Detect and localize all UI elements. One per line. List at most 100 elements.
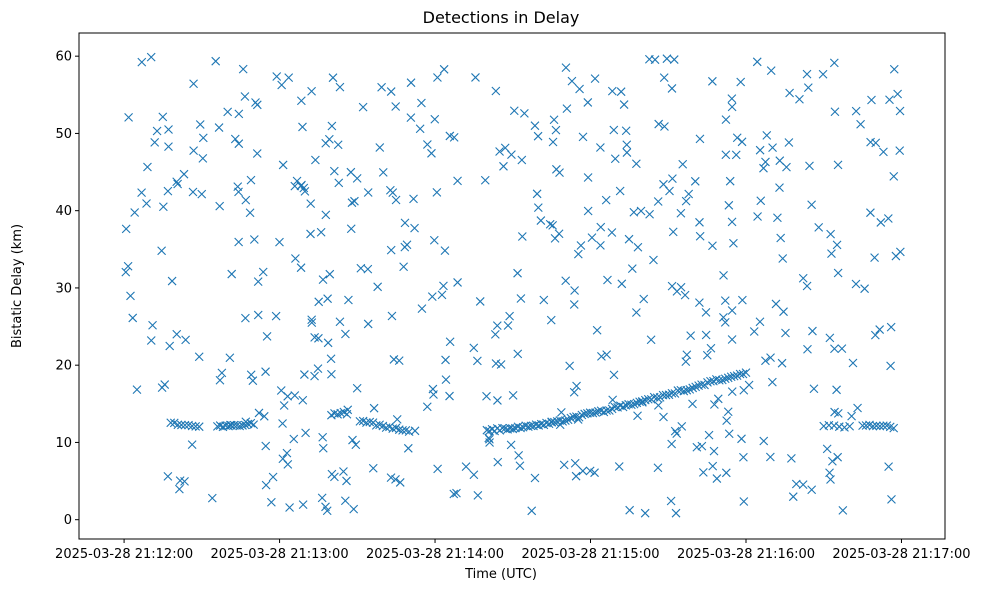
data-point	[404, 427, 414, 436]
data-point	[895, 247, 905, 257]
data-point	[499, 161, 508, 171]
data-point	[727, 217, 737, 227]
data-point	[187, 421, 197, 431]
data-point	[624, 234, 634, 244]
data-point	[560, 416, 570, 425]
data-point	[330, 472, 339, 482]
x-tick-label: 2025-03-28 21:14:00	[366, 547, 504, 562]
data-point	[685, 384, 695, 394]
data-point	[491, 86, 501, 96]
data-point	[761, 356, 770, 366]
data-point	[253, 310, 263, 320]
data-point	[575, 84, 584, 94]
data-point	[445, 391, 454, 401]
data-point	[654, 400, 663, 410]
data-point	[833, 452, 843, 462]
data-point	[830, 107, 840, 117]
data-point	[387, 311, 397, 321]
data-point	[889, 423, 899, 433]
data-point	[704, 430, 714, 440]
data-point	[261, 367, 270, 377]
data-point	[682, 385, 692, 395]
data-point	[596, 222, 606, 232]
data-point	[166, 418, 176, 428]
data-point	[175, 476, 185, 486]
data-point	[597, 352, 606, 361]
data-point	[555, 168, 564, 177]
data-point	[429, 235, 439, 245]
data-point	[157, 383, 167, 392]
data-point	[180, 420, 190, 430]
data-point	[238, 421, 247, 430]
data-point	[569, 387, 579, 397]
data-point	[530, 473, 540, 483]
data-point	[452, 488, 461, 498]
data-point	[240, 92, 250, 101]
data-point	[830, 344, 839, 354]
data-point	[607, 86, 617, 96]
data-point	[671, 508, 681, 518]
data-point	[845, 421, 855, 431]
data-point	[587, 233, 597, 243]
data-point	[727, 335, 737, 344]
data-point	[737, 295, 747, 305]
data-point	[279, 401, 289, 410]
data-point	[886, 361, 895, 371]
data-point	[781, 328, 790, 338]
data-point	[536, 216, 546, 225]
data-point	[234, 109, 244, 119]
data-point	[342, 476, 351, 486]
data-point	[433, 73, 442, 82]
data-point	[719, 313, 728, 322]
data-point	[853, 403, 862, 413]
data-point	[437, 290, 447, 300]
plot-frame	[78, 32, 946, 540]
data-point	[329, 166, 339, 176]
data-point	[391, 195, 401, 205]
data-point	[492, 321, 502, 331]
data-point	[775, 156, 785, 166]
data-point	[362, 418, 371, 428]
data-point	[469, 470, 479, 480]
data-point	[741, 368, 751, 378]
data-point	[321, 210, 331, 220]
data-point	[298, 500, 308, 509]
data-point	[391, 474, 400, 484]
data-point	[731, 150, 741, 160]
data-point	[690, 176, 700, 186]
data-point	[215, 375, 225, 385]
data-point	[261, 441, 271, 451]
data-point	[868, 421, 878, 431]
data-point	[617, 279, 627, 289]
data-point	[469, 343, 479, 353]
data-point	[509, 106, 519, 116]
data-point	[516, 294, 526, 303]
data-point	[400, 218, 410, 228]
data-point	[688, 399, 697, 409]
data-point	[627, 264, 637, 274]
data-point	[340, 496, 350, 506]
data-point	[875, 325, 885, 334]
data-point	[727, 102, 737, 112]
data-point	[275, 237, 284, 247]
data-point	[776, 233, 786, 243]
data-point	[164, 125, 173, 134]
data-point	[755, 317, 765, 327]
data-point	[241, 313, 250, 323]
data-point	[545, 219, 555, 229]
data-point	[803, 83, 813, 93]
data-point	[601, 195, 611, 205]
data-point	[759, 163, 768, 173]
data-point	[805, 161, 814, 171]
data-point	[621, 126, 631, 136]
data-point	[184, 420, 193, 430]
data-point	[165, 341, 175, 351]
data-point	[198, 133, 208, 143]
data-point	[571, 471, 581, 481]
data-point	[646, 335, 656, 345]
data-point	[653, 463, 663, 473]
data-point	[550, 234, 560, 243]
data-point	[680, 290, 690, 300]
data-points	[121, 52, 905, 518]
data-point	[439, 281, 448, 291]
